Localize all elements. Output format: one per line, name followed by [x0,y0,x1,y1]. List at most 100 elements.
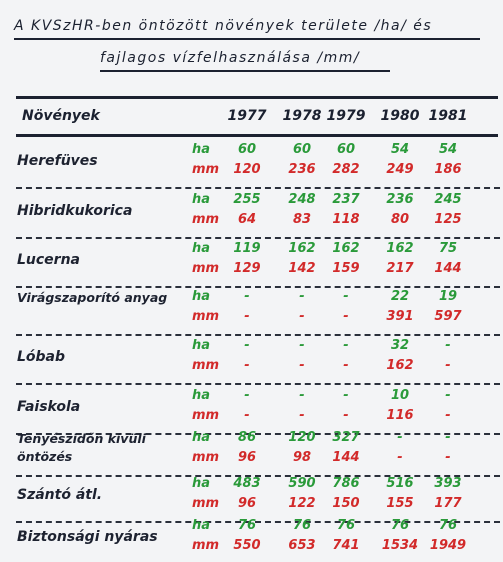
cell-ha-1980: 22 [390,289,410,304]
row-separator [16,475,500,477]
cell-mm-1978: - [299,358,305,373]
row-separator [16,433,500,435]
cell-ha-1978: 60 [292,142,312,157]
cell-mm-1980: 155 [386,496,414,511]
cell-ha-1980: - [397,430,403,445]
cell-mm-1980: 391 [386,309,414,324]
cell-mm-1981: - [445,408,451,423]
cell-ha-1979: 327 [332,430,360,445]
cell-ha-1979: 162 [332,241,360,256]
row-separator [16,521,500,523]
cell-mm-1981: - [445,450,451,465]
cell-ha-1981: 54 [438,142,458,157]
crops-header: Növények [22,108,100,124]
crop-name: Tenyészidőn kívüli öntözés [17,431,146,464]
cell-ha-1978: 76 [292,518,312,533]
title-underline-2 [100,70,390,72]
cell-mm-1979: - [343,309,349,324]
unit-label-mm: mm [192,162,220,177]
cell-mm-1979: 282 [332,162,360,177]
unit-label-ha: ha [192,289,211,304]
cell-mm-1977: - [244,309,250,324]
year-header-1977: 1977 [227,108,267,124]
crop-name: Faiskola [17,399,81,415]
cell-mm-1979: 159 [332,261,360,276]
cell-mm-1979: - [343,408,349,423]
cell-ha-1981: 75 [438,241,458,256]
cell-mm-1979: 741 [332,538,360,553]
cell-mm-1981: 1949 [429,538,467,553]
cell-ha-1977: 86 [237,430,257,445]
crop-name: Lucerna [17,252,80,268]
cell-mm-1978: 653 [288,538,316,553]
cell-ha-1978: 162 [288,241,316,256]
row-separator [16,383,500,385]
crop-name: Hibridkukorica [17,203,133,219]
cell-mm-1978: - [299,309,305,324]
cell-mm-1980: 217 [386,261,414,276]
cell-mm-1981: 144 [434,261,462,276]
cell-ha-1979: 76 [336,518,356,533]
unit-label-mm: mm [192,496,220,511]
cell-mm-1979: 144 [332,450,360,465]
crop-name: Szántó átl. [17,487,103,503]
crop-name: Virágszaporító anyag [17,290,168,305]
row-separator [16,187,500,189]
title-line-2: fajlagos vízfelhasználása /mm/ [100,50,361,66]
cell-ha-1978: 590 [288,476,316,491]
cell-ha-1979: 237 [332,192,360,207]
cell-mm-1980: 162 [386,358,414,373]
cell-ha-1980: 76 [390,518,410,533]
cell-mm-1977: 120 [233,162,261,177]
cell-ha-1981: 245 [434,192,462,207]
cell-ha-1978: 120 [288,430,316,445]
cell-ha-1978: - [299,338,305,353]
cell-ha-1980: 516 [386,476,414,491]
cell-mm-1977: - [244,358,250,373]
cell-ha-1977: 76 [237,518,257,533]
cell-mm-1980: - [397,450,403,465]
cell-ha-1981: 19 [438,289,458,304]
cell-mm-1977: 96 [237,496,257,511]
title-line-1: A KVSzHR-ben öntözött növények területe … [14,18,433,34]
cell-ha-1980: 10 [390,388,410,403]
cell-mm-1977: 129 [233,261,261,276]
cell-mm-1981: 125 [434,212,462,227]
cell-mm-1981: 597 [434,309,462,324]
unit-label-ha: ha [192,430,211,445]
cell-ha-1981: 393 [434,476,462,491]
cell-mm-1979: 150 [332,496,360,511]
cell-ha-1980: 162 [386,241,414,256]
cell-ha-1978: - [299,289,305,304]
cell-mm-1979: - [343,358,349,373]
cell-ha-1977: 483 [233,476,261,491]
cell-mm-1978: 236 [288,162,316,177]
row-separator [16,334,500,336]
crop-name: Biztonsági nyáras [17,529,158,545]
cell-mm-1980: 80 [390,212,410,227]
unit-label-mm: mm [192,212,220,227]
unit-label-mm: mm [192,450,220,465]
unit-label-ha: ha [192,518,211,533]
cell-ha-1979: - [343,338,349,353]
year-header-1980: 1980 [380,108,420,124]
cell-mm-1978: 83 [292,212,312,227]
cell-mm-1977: 64 [237,212,257,227]
cell-ha-1979: - [343,388,349,403]
year-header-1979: 1979 [326,108,366,124]
cell-ha-1977: - [244,338,250,353]
unit-label-mm: mm [192,261,220,276]
cell-mm-1978: 142 [288,261,316,276]
cell-mm-1980: 249 [386,162,414,177]
unit-label-ha: ha [192,241,211,256]
cell-mm-1978: - [299,408,305,423]
unit-label-mm: mm [192,538,220,553]
crop-name: Herefüves [17,153,98,169]
year-header-1981: 1981 [428,108,468,124]
cell-mm-1978: 98 [292,450,312,465]
row-separator [16,237,500,239]
cell-ha-1977: - [244,388,250,403]
header-top-rule [16,96,498,99]
cell-mm-1980: 116 [386,408,414,423]
